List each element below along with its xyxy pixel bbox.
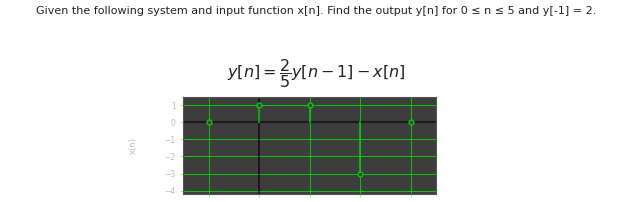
Text: x(n): x(n) [129,137,138,154]
Text: $y[n] = \dfrac{2}{5}y[n-1] - x[n]$: $y[n] = \dfrac{2}{5}y[n-1] - x[n]$ [227,57,405,89]
Text: Given the following system and input function x[n]. Find the output y[n] for 0 ≤: Given the following system and input fun… [36,6,596,16]
